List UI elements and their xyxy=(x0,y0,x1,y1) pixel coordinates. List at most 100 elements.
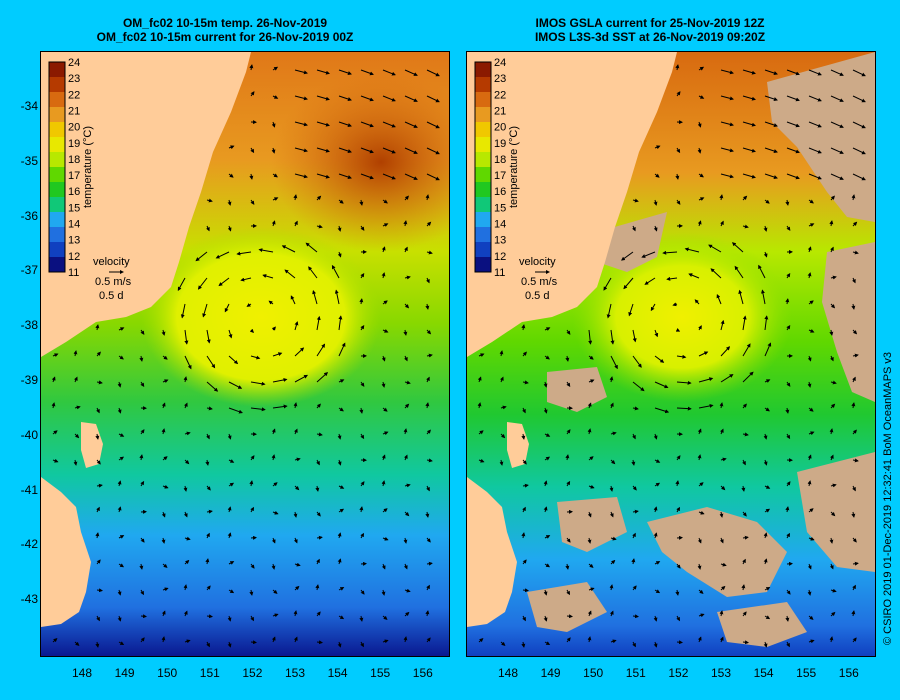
current-arrow xyxy=(246,303,252,307)
current-arrow xyxy=(632,381,645,392)
colorbar-swatch xyxy=(475,122,491,138)
current-arrow xyxy=(316,372,329,383)
current-arrow xyxy=(543,615,548,622)
current-arrow xyxy=(250,563,255,569)
current-arrow xyxy=(544,433,551,437)
current-arrow xyxy=(294,321,299,331)
current-arrow xyxy=(272,482,278,487)
current-arrow xyxy=(281,245,296,253)
map-panel-left[interactable]: 24 23 22 21 20 19 18 17 16 15 14 13 12 11 temperature … xyxy=(40,51,450,657)
current-arrow xyxy=(74,433,80,439)
current-arrow xyxy=(284,269,296,279)
current-arrow xyxy=(206,641,210,648)
current-arrow xyxy=(359,407,364,414)
current-arrow xyxy=(676,640,683,645)
current-arrow xyxy=(426,221,432,227)
current-arrow xyxy=(250,455,255,461)
current-arrow xyxy=(742,535,749,540)
current-arrow xyxy=(294,457,301,462)
current-arrow xyxy=(830,511,836,517)
current-arrow xyxy=(249,64,254,71)
current-arrow xyxy=(95,641,100,648)
current-arrow xyxy=(852,147,866,155)
current-arrow xyxy=(521,433,526,440)
current-arrow xyxy=(662,250,678,255)
current-arrow xyxy=(250,640,257,645)
current-arrow xyxy=(808,615,814,620)
current-arrow xyxy=(478,638,484,643)
map-panel-right[interactable]: 24 23 22 21 20 19 18 17 16 15 14 13 12 11 temperature … xyxy=(466,51,876,657)
current-arrow xyxy=(118,641,125,646)
current-arrow xyxy=(830,303,836,309)
current-arrow xyxy=(587,636,592,643)
colorbar-swatch xyxy=(475,227,491,243)
current-arrow xyxy=(360,481,365,487)
current-arrow xyxy=(654,355,665,363)
current-arrow xyxy=(742,95,756,101)
current-arrow xyxy=(742,611,747,617)
current-arrow xyxy=(382,639,389,644)
current-arrow xyxy=(360,589,365,595)
current-arrow xyxy=(742,403,747,409)
current-arrow xyxy=(522,506,526,513)
current-arrow xyxy=(272,404,288,409)
current-arrow xyxy=(610,559,616,565)
colorbar-tick-label: 17 xyxy=(494,170,506,182)
current-arrow xyxy=(763,641,768,648)
current-arrow xyxy=(764,315,769,331)
current-arrow xyxy=(785,506,790,513)
current-arrow xyxy=(609,610,614,617)
current-arrow xyxy=(609,584,614,591)
current-arrow xyxy=(262,274,274,279)
current-arrow xyxy=(404,303,410,309)
current-arrow xyxy=(852,353,859,358)
current-arrow xyxy=(829,636,834,643)
colorbar-tick-label: 11 xyxy=(68,267,79,279)
current-arrow xyxy=(360,433,365,440)
current-arrow xyxy=(184,639,191,644)
land-tasmania-right xyxy=(467,477,517,627)
current-arrow xyxy=(720,485,726,491)
current-arrow xyxy=(294,147,308,153)
current-arrow xyxy=(830,147,844,154)
current-arrow xyxy=(426,277,430,284)
current-arrow xyxy=(587,511,592,518)
colorbar-tick-label: 21 xyxy=(494,105,506,117)
colorbar-swatch xyxy=(475,197,491,213)
current-arrow xyxy=(95,433,100,440)
current-arrow xyxy=(566,329,571,335)
current-arrow xyxy=(720,319,725,331)
current-arrow xyxy=(271,537,276,544)
current-arrow xyxy=(359,615,364,622)
current-arrow xyxy=(206,485,211,491)
current-arrow xyxy=(228,407,243,414)
current-arrow xyxy=(382,407,388,412)
current-arrow xyxy=(426,561,433,566)
colorbar-swatch xyxy=(475,77,491,93)
current-arrow xyxy=(609,376,614,383)
longitude-tick: 149 xyxy=(540,666,561,680)
current-arrow xyxy=(742,195,748,201)
longitude-tick: 153 xyxy=(284,666,306,680)
colorbar-tick-label: 24 xyxy=(68,57,80,69)
current-arrow xyxy=(521,532,526,539)
current-arrow xyxy=(676,199,681,205)
current-arrow xyxy=(382,536,389,541)
current-arrow xyxy=(808,223,815,227)
current-arrow xyxy=(653,225,658,232)
current-arrow xyxy=(742,315,747,331)
current-arrow xyxy=(698,403,714,409)
current-arrow xyxy=(258,248,274,253)
current-arrow xyxy=(272,95,279,99)
current-arrow xyxy=(139,563,144,570)
current-arrow xyxy=(293,610,298,617)
current-arrow xyxy=(381,246,386,253)
current-arrow xyxy=(271,326,276,331)
current-arrow xyxy=(403,563,408,570)
current-arrow xyxy=(720,457,727,462)
velocity-legend-speed: 0.5 m/s xyxy=(95,276,132,288)
current-arrow xyxy=(271,454,276,461)
current-arrow xyxy=(338,485,345,489)
current-arrow xyxy=(249,480,254,487)
current-arrow xyxy=(338,69,352,75)
